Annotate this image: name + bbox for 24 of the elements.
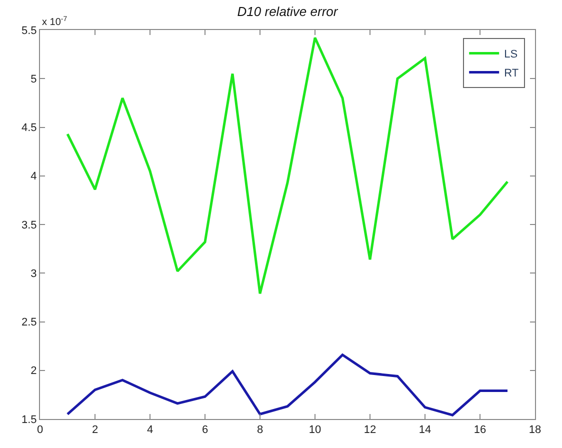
legend-label: LS	[504, 48, 518, 61]
x-tick-label: 16	[474, 424, 486, 436]
y-tick-label: 1.5	[22, 414, 37, 426]
x-tick-label: 0	[36, 424, 44, 436]
x-tick-label: 18	[528, 424, 542, 436]
text: x 10$^{-7}$	[42, 16, 68, 28]
x-tick-label: 6	[202, 424, 208, 436]
y-tick-label: 2	[30, 365, 37, 378]
x-tick-label: 12	[364, 424, 376, 436]
line-series	[66, 354, 509, 416]
x-tick-label: 4	[146, 424, 154, 436]
y-tick-label: 3	[30, 268, 37, 280]
x-tick-label: 10	[308, 424, 322, 436]
x-tick-label: 14	[418, 424, 432, 436]
y-tick-label: 4.5	[22, 122, 37, 134]
x-tick-label: 8	[256, 424, 264, 436]
y-tick-label: 5.5	[22, 24, 37, 37]
y-tick-label: 3.5	[22, 219, 37, 232]
x-tick-label: 2	[92, 424, 98, 436]
y-tick-label: 5	[30, 73, 37, 86]
chart-title: D10 relative error	[237, 4, 338, 19]
legend-label: RT	[504, 68, 519, 80]
y-tick-label: 4	[30, 170, 37, 183]
y-tick-label: 2.5	[22, 316, 37, 329]
